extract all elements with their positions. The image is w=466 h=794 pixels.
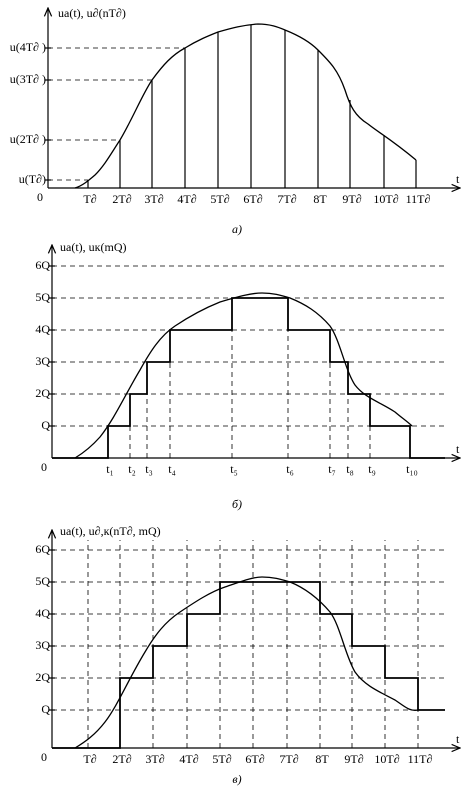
x-tick-label: t₉ [368, 462, 376, 476]
y-tick-label: 6Q [35, 258, 50, 272]
y-tick-label: Q [41, 702, 50, 716]
origin-label: 0 [41, 460, 47, 474]
x-tick-label: t₈ [346, 462, 354, 476]
origin-label: 0 [37, 190, 43, 204]
x-tick-label: t₅ [230, 462, 238, 476]
y-tick-label: 4Q [35, 606, 50, 620]
y-axis-label: uа(t), u∂(nT∂) [58, 6, 126, 20]
y-tick-label: 2Q [35, 386, 50, 400]
y-tick-label: u(2T∂ ) [10, 132, 46, 146]
y-tick-label: u(3T∂ ) [10, 72, 46, 86]
x-axis-label: t [456, 442, 460, 456]
y-tick-label: 5Q [35, 574, 50, 588]
x-tick-label: 9T∂ [342, 192, 361, 206]
y-tick-label: 2Q [35, 670, 50, 684]
x-tick-label: t₆ [286, 462, 294, 476]
x-axis-label: t [456, 172, 460, 186]
x-tick-label: t₁ [106, 462, 114, 476]
x-tick-label: 3T∂ [145, 752, 164, 766]
signal-curve [74, 576, 419, 749]
x-tick-label: T∂ [83, 192, 96, 206]
origin-label: 0 [41, 750, 47, 764]
caption: в) [232, 772, 241, 786]
x-tick-label: 7T∂ [277, 192, 296, 206]
x-tick-label: 8T [313, 192, 327, 206]
y-tick-label: 3Q [35, 354, 50, 368]
caption: б) [232, 497, 242, 511]
y-tick-label: 6Q [35, 542, 50, 556]
x-tick-label: 8T [315, 752, 329, 766]
x-tick-label: 4T∂ [179, 752, 198, 766]
x-tick-label: t₂ [128, 462, 136, 476]
x-tick-label: 11T∂ [406, 192, 431, 206]
x-axis-label: t [456, 732, 460, 746]
y-tick-label: Q [41, 418, 50, 432]
sampled-quantized-signal [52, 581, 445, 749]
y-tick-label: 3Q [35, 638, 50, 652]
x-tick-label: T∂ [83, 752, 96, 766]
y-tick-label: u(T∂) [19, 172, 46, 186]
x-tick-label: 4T∂ [177, 192, 196, 206]
x-tick-label: 10T∂ [374, 752, 399, 766]
x-tick-label: 3T∂ [144, 192, 163, 206]
caption: а) [232, 222, 242, 236]
y-tick-label: u(4T∂ ) [10, 40, 46, 54]
labels: uа(t), u∂(nT∂) t 0 а) u(4T∂ ) u(3T∂ ) u(2T∂ ) u… [10, 6, 460, 786]
x-tick-label: t₇ [328, 462, 336, 476]
y-axis-label: uа(t), uк(mQ) [60, 240, 126, 254]
x-tick-label: 6T∂ [243, 192, 262, 206]
x-tick-label: 6T∂ [245, 752, 264, 766]
x-tick-label: 10T∂ [373, 192, 398, 206]
x-tick-label: 5T∂ [210, 192, 229, 206]
x-tick-label: t₁₀ [406, 462, 418, 476]
x-tick-label: 2T∂ [112, 752, 131, 766]
x-tick-label: 2T∂ [112, 192, 131, 206]
x-tick-label: t₃ [145, 462, 153, 476]
x-tick-label: 9T∂ [344, 752, 363, 766]
quantized-signal [52, 297, 445, 459]
x-tick-label: 11T∂ [408, 752, 433, 766]
x-tick-label: t₄ [168, 462, 176, 476]
y-tick-label: 4Q [35, 322, 50, 336]
x-tick-label: 7T∂ [279, 752, 298, 766]
x-tick-label: 5T∂ [212, 752, 231, 766]
y-axis-label: uа(t), u∂,к(nT∂, mQ) [60, 524, 161, 538]
signal-curve [74, 23, 417, 189]
signal-curve [74, 292, 413, 459]
y-tick-label: 5Q [35, 290, 50, 304]
